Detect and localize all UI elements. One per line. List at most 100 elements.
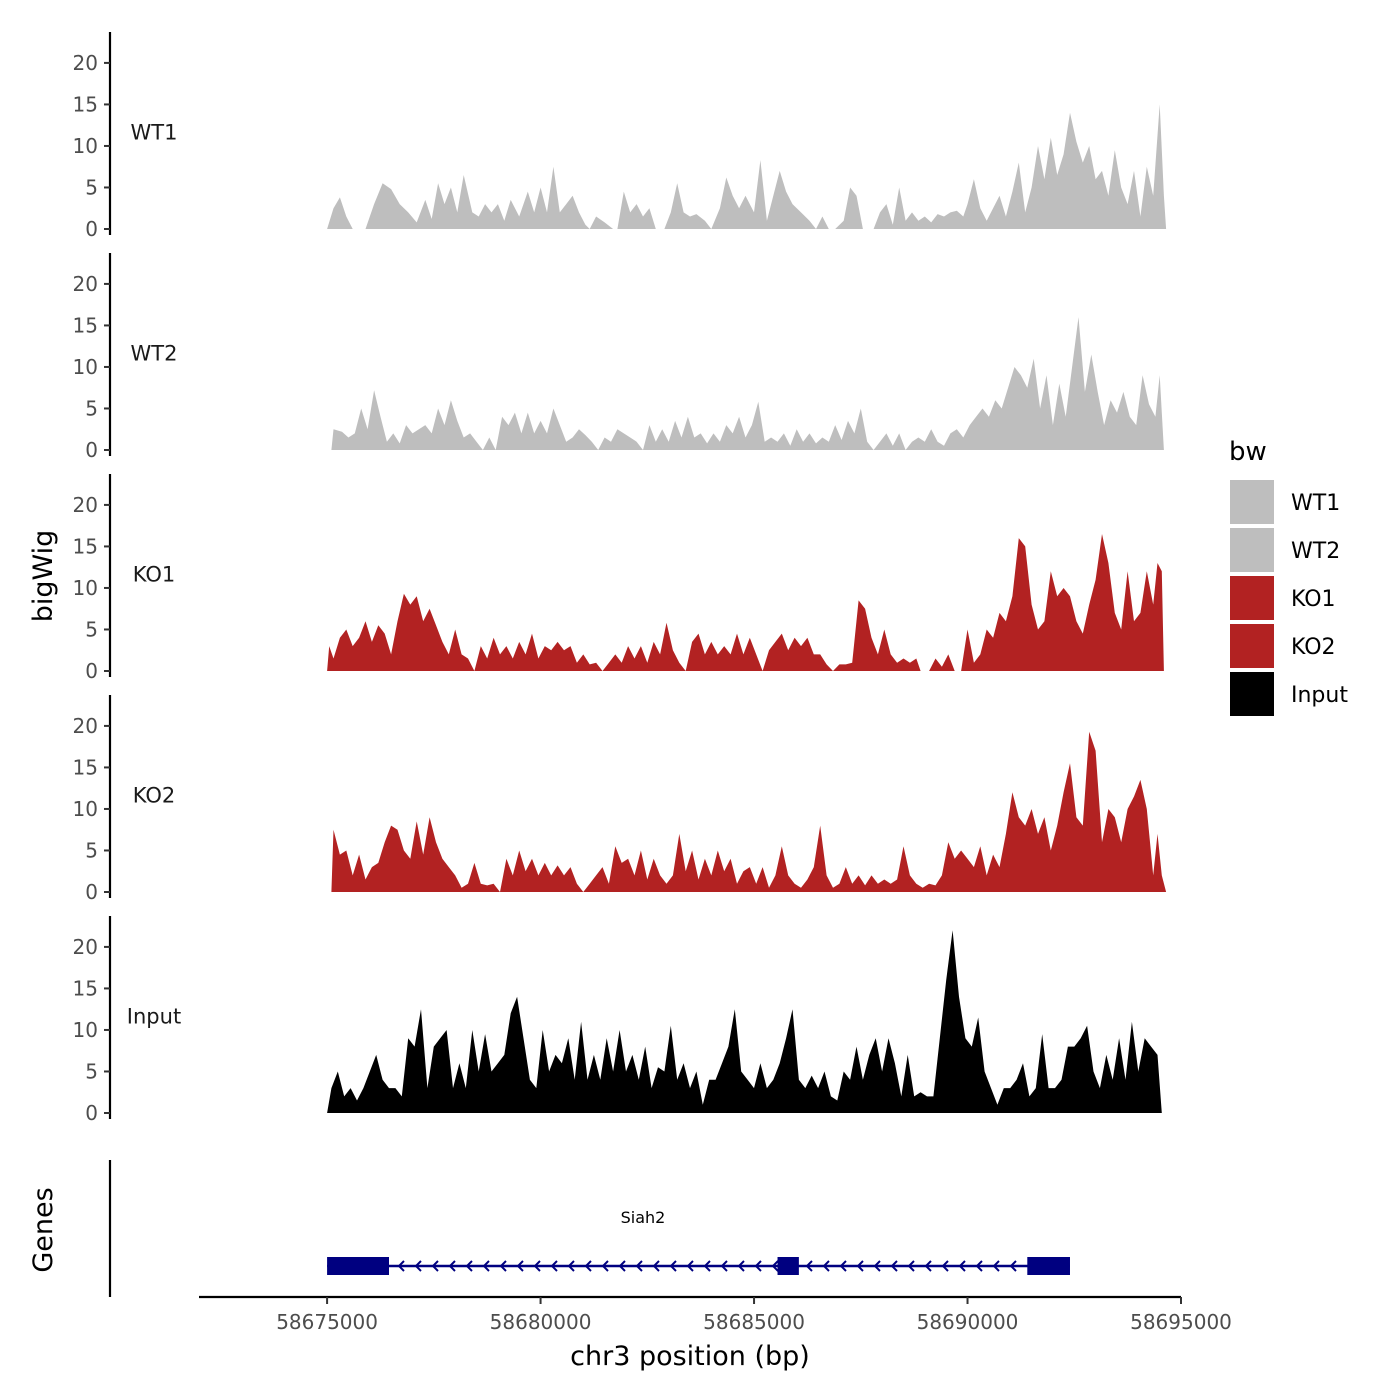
strand-arrow	[635, 1260, 643, 1272]
strand-arrow	[907, 1260, 915, 1272]
coverage-area-WT2	[331, 317, 1164, 450]
strand-arrow	[1009, 1260, 1017, 1272]
legend-label: KO2	[1291, 635, 1336, 660]
strand-arrow	[703, 1260, 711, 1272]
y-tick-label: 5	[85, 838, 98, 862]
y-tick-label: 15	[73, 313, 98, 337]
strand-arrow	[992, 1260, 1000, 1272]
y-tick-label: 10	[73, 1018, 98, 1042]
y-tick-label: 15	[73, 755, 98, 779]
strand-arrow	[873, 1260, 881, 1272]
strand-arrow	[924, 1260, 932, 1272]
coverage-area-KO2	[331, 731, 1167, 892]
strand-arrow	[839, 1260, 847, 1272]
strand-arrow	[856, 1260, 864, 1272]
x-tick-label: 58680000	[490, 1310, 592, 1334]
legend: bw WT1 WT2 KO1 KO2 Input	[1229, 437, 1348, 716]
x-tick-label: 58690000	[917, 1310, 1019, 1334]
y-tick-label: 0	[85, 438, 98, 462]
legend-item-KO1: KO1	[1230, 576, 1336, 620]
y-tick-label: 10	[73, 134, 98, 158]
gene-exon	[777, 1257, 799, 1275]
legend-item-WT1: WT1	[1230, 480, 1340, 524]
x-tick-label: 58695000	[1130, 1310, 1232, 1334]
x-axis-title: chr3 position (bp)	[570, 1341, 810, 1372]
legend-label: WT1	[1291, 491, 1340, 516]
track-label: KO1	[133, 563, 176, 587]
y-tick-label: 20	[73, 272, 98, 296]
coverage-area-WT1	[327, 104, 1167, 229]
track-KO2: 0 5 10 15 20 KO2	[73, 695, 1167, 904]
y-tick-label: 0	[85, 217, 98, 241]
coverage-area-Input	[327, 930, 1162, 1113]
y-tick-label: 20	[73, 51, 98, 75]
strand-arrow	[669, 1260, 677, 1272]
strand-arrow	[771, 1260, 779, 1272]
strand-arrow	[754, 1260, 762, 1272]
strand-arrow	[448, 1260, 456, 1272]
strand-arrow	[431, 1260, 439, 1272]
strand-arrow	[397, 1260, 405, 1272]
y-tick-label: 20	[73, 493, 98, 517]
legend-label: KO1	[1291, 587, 1336, 612]
legend-item-KO2: KO2	[1230, 624, 1336, 668]
track-Input: 0 5 10 15 20 Input	[73, 916, 1162, 1125]
x-tick-label: 58675000	[276, 1310, 378, 1334]
genes-axis-title: Genes	[28, 1187, 59, 1272]
strand-arrow	[533, 1260, 541, 1272]
strand-arrow	[652, 1260, 660, 1272]
strand-arrow	[737, 1260, 745, 1272]
y-tick-label: 15	[73, 534, 98, 558]
legend-item-Input: Input	[1230, 672, 1348, 716]
legend-swatch	[1230, 528, 1274, 572]
strand-arrow	[822, 1260, 830, 1272]
y-tick-label: 15	[73, 976, 98, 1000]
gene-exon	[1027, 1257, 1070, 1275]
y-tick-label: 5	[85, 617, 98, 641]
strand-arrow	[550, 1260, 558, 1272]
track-WT2: 0 5 10 15 20 WT2	[73, 253, 1164, 462]
strand-arrow	[601, 1260, 609, 1272]
track-KO1: 0 5 10 15 20 KO1	[73, 474, 1164, 683]
y-tick-label: 10	[73, 797, 98, 821]
x-tick-label: 58685000	[703, 1310, 805, 1334]
strand-arrow	[958, 1260, 966, 1272]
strand-arrow	[805, 1260, 813, 1272]
y-tick-label: 5	[85, 175, 98, 199]
legend-swatch	[1230, 672, 1274, 716]
legend-swatch	[1230, 624, 1274, 668]
strand-arrow	[499, 1260, 507, 1272]
legend-swatch	[1230, 576, 1274, 620]
strand-arrow	[465, 1260, 473, 1272]
y-tick-label: 5	[85, 396, 98, 420]
y-tick-label: 10	[73, 576, 98, 600]
legend-item-WT2: WT2	[1230, 528, 1340, 572]
strand-arrow	[941, 1260, 949, 1272]
strand-arrow	[584, 1260, 592, 1272]
track-label: WT2	[131, 342, 178, 366]
strand-arrow	[414, 1260, 422, 1272]
track-WT1: 0 5 10 15 20 WT1	[73, 32, 1167, 241]
track-label: WT1	[131, 121, 178, 145]
gene-name-label: Siah2	[621, 1208, 666, 1227]
y-tick-label: 0	[85, 659, 98, 683]
legend-swatch	[1230, 480, 1274, 524]
track-label: Input	[127, 1005, 181, 1029]
strand-arrow	[618, 1260, 626, 1272]
strand-arrow	[482, 1260, 490, 1272]
strand-arrow	[567, 1260, 575, 1272]
y-tick-label: 20	[73, 935, 98, 959]
gene-exon	[327, 1257, 389, 1275]
y-axis-title: bigWig	[28, 530, 59, 623]
x-axis: 58675000 58680000 58685000 58690000 58695000	[199, 1295, 1232, 1334]
legend-title: bw	[1229, 437, 1267, 467]
gene-track: Siah2	[108, 1160, 1070, 1297]
y-tick-label: 15	[73, 92, 98, 116]
y-tick-label: 0	[85, 880, 98, 904]
bigwig-tracks: 0 5 10 15 20 WT1 0 5 10 15 20 WT2 0 5 10 15 20 KO1 0 5 10 15 2…	[73, 32, 1167, 1125]
strand-arrow	[975, 1260, 983, 1272]
strand-arrow	[890, 1260, 898, 1272]
strand-arrow	[516, 1260, 524, 1272]
y-tick-label: 10	[73, 355, 98, 379]
